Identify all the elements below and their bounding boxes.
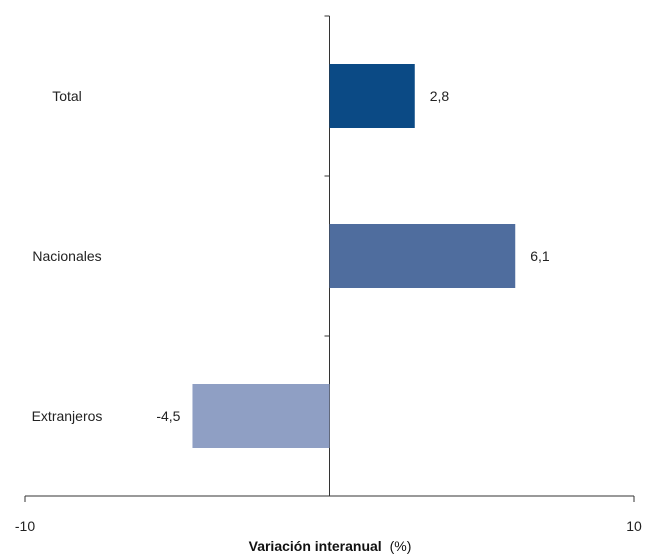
bar-total [329, 64, 415, 128]
category-label-extranjeros: Extranjeros [32, 408, 103, 424]
x-tick-label: -10 [15, 518, 35, 534]
x-axis-title-unit: (%) [390, 538, 412, 554]
y-ticks [324, 15, 330, 497]
category-label-nacionales: Nacionales [32, 248, 101, 264]
x-axis-title: Variación interanual (%) [249, 538, 412, 554]
category-label-total: Total [52, 88, 82, 104]
value-labels: 2,8 6,1 -4,5 [156, 88, 550, 424]
value-label-nacionales: 6,1 [530, 248, 550, 264]
bar-nacionales [329, 224, 516, 288]
x-tick-label: 10 [626, 518, 642, 534]
value-label-total: 2,8 [430, 88, 450, 104]
x-ticks: -10 10 [15, 496, 642, 534]
x-axis-title-main: Variación interanual [249, 538, 382, 554]
bar-extranjeros [192, 384, 330, 448]
category-labels: Total Nacionales Extranjeros [32, 88, 103, 424]
bars [192, 64, 516, 448]
value-label-extranjeros: -4,5 [156, 408, 180, 424]
